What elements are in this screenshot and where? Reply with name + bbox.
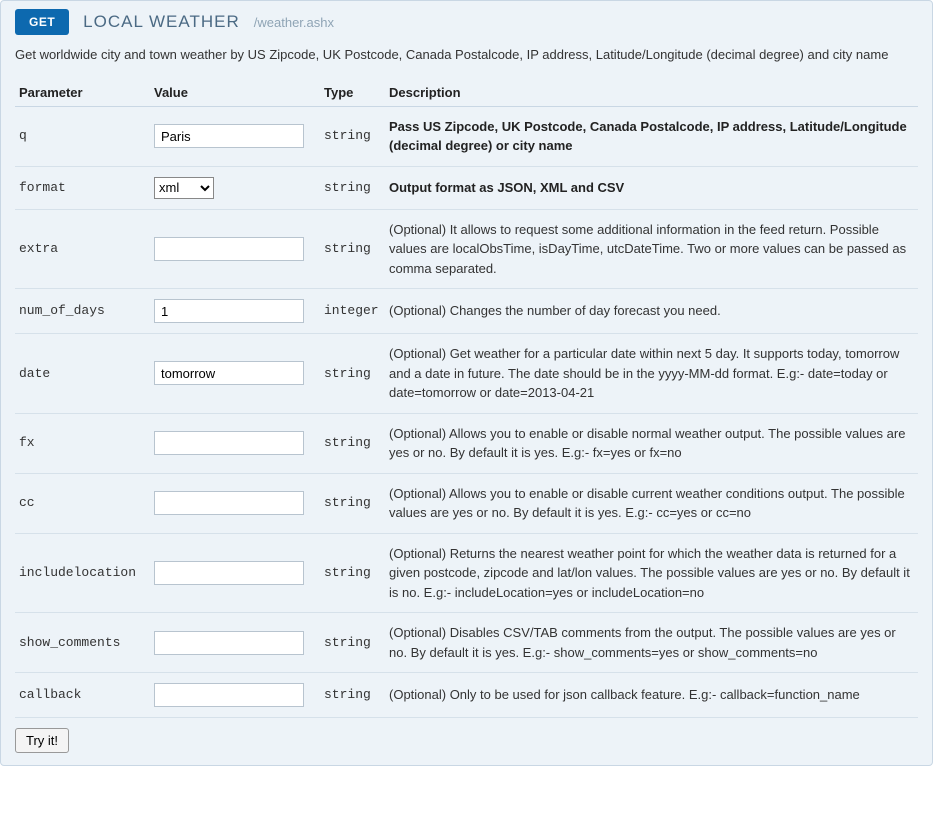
param-input-fx[interactable] (154, 431, 304, 455)
param-description: (Optional) Changes the number of day for… (385, 289, 918, 334)
try-it-row: Try it! (15, 728, 918, 753)
param-type: string (320, 533, 385, 613)
param-input-includelocation[interactable] (154, 561, 304, 585)
param-value-cell (150, 613, 320, 673)
param-type: string (320, 166, 385, 209)
param-name: extra (15, 209, 150, 289)
operation-path: /weather.ashx (254, 15, 334, 30)
param-description: (Optional) Allows you to enable or disab… (385, 473, 918, 533)
param-row-extra: extra string(Optional) It allows to reque… (15, 209, 918, 289)
param-row-date: date string(Optional) Get weather for a p… (15, 334, 918, 414)
param-input-cc[interactable] (154, 491, 304, 515)
param-input-q[interactable] (154, 124, 304, 148)
param-value-cell (150, 533, 320, 613)
param-description: (Optional) Disables CSV/TAB comments fro… (385, 613, 918, 673)
param-description: (Optional) Returns the nearest weather p… (385, 533, 918, 613)
param-description: Pass US Zipcode, UK Postcode, Canada Pos… (385, 106, 918, 166)
param-type: string (320, 613, 385, 673)
param-input-extra[interactable] (154, 237, 304, 261)
param-input-show_comments[interactable] (154, 631, 304, 655)
param-value-cell (150, 673, 320, 718)
try-it-button[interactable]: Try it! (15, 728, 69, 753)
param-description: (Optional) Get weather for a particular … (385, 334, 918, 414)
col-header-parameter: Parameter (15, 79, 150, 107)
param-input-format[interactable]: xmljsoncsv (154, 177, 214, 199)
param-row-fx: fx string(Optional) Allows you to enable … (15, 413, 918, 473)
operation-title: LOCAL WEATHER (83, 12, 240, 32)
param-type: string (320, 413, 385, 473)
param-type: string (320, 334, 385, 414)
param-row-callback: callback string(Optional) Only to be used… (15, 673, 918, 718)
param-row-show_comments: show_comments string(Optional) Disables C… (15, 613, 918, 673)
param-name: num_of_days (15, 289, 150, 334)
param-name: includelocation (15, 533, 150, 613)
operation-header: GET LOCAL WEATHER /weather.ashx (15, 9, 918, 35)
param-row-cc: cc string(Optional) Allows you to enable … (15, 473, 918, 533)
param-value-cell (150, 209, 320, 289)
param-type: string (320, 673, 385, 718)
param-type: string (320, 473, 385, 533)
param-name: date (15, 334, 150, 414)
param-input-callback[interactable] (154, 683, 304, 707)
param-row-includelocation: includelocation string(Optional) Returns … (15, 533, 918, 613)
param-type: string (320, 209, 385, 289)
operation-description: Get worldwide city and town weather by U… (15, 45, 918, 65)
param-value-cell: xmljsoncsv (150, 166, 320, 209)
param-description: (Optional) It allows to request some add… (385, 209, 918, 289)
param-description: (Optional) Only to be used for json call… (385, 673, 918, 718)
param-value-cell (150, 473, 320, 533)
param-row-num_of_days: num_of_days integer(Optional) Changes the… (15, 289, 918, 334)
param-name: fx (15, 413, 150, 473)
param-input-num_of_days[interactable] (154, 299, 304, 323)
param-name: cc (15, 473, 150, 533)
param-name: format (15, 166, 150, 209)
param-name: callback (15, 673, 150, 718)
param-description: Output format as JSON, XML and CSV (385, 166, 918, 209)
api-operation-panel: GET LOCAL WEATHER /weather.ashx Get worl… (0, 0, 933, 766)
param-input-date[interactable] (154, 361, 304, 385)
param-value-cell (150, 334, 320, 414)
param-name: show_comments (15, 613, 150, 673)
col-header-type: Type (320, 79, 385, 107)
param-value-cell (150, 106, 320, 166)
param-value-cell (150, 413, 320, 473)
parameters-table: Parameter Value Type Description q string… (15, 79, 918, 719)
param-row-q: q stringPass US Zipcode, UK Postcode, Can… (15, 106, 918, 166)
param-name: q (15, 106, 150, 166)
col-header-value: Value (150, 79, 320, 107)
col-header-description: Description (385, 79, 918, 107)
table-header-row: Parameter Value Type Description (15, 79, 918, 107)
param-type: integer (320, 289, 385, 334)
param-type: string (320, 106, 385, 166)
param-row-format: formatxmljsoncsv stringOutput format as J… (15, 166, 918, 209)
param-description: (Optional) Allows you to enable or disab… (385, 413, 918, 473)
http-method-badge: GET (15, 9, 69, 35)
param-value-cell (150, 289, 320, 334)
